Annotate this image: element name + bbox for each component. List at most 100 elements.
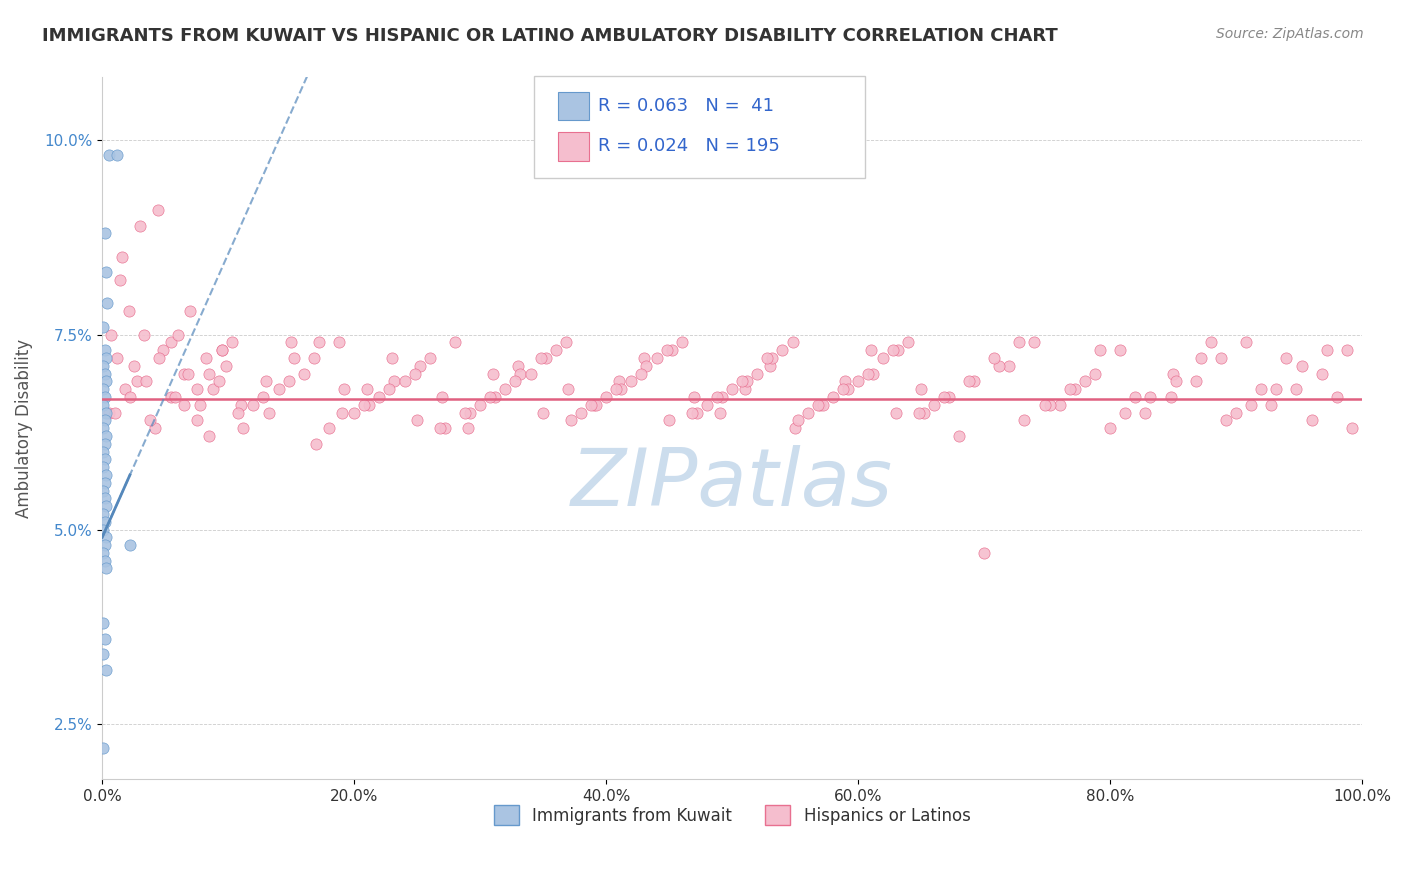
Point [457,421,479,435]
Point [93,554,115,568]
Point [122,359,145,373]
Point [94,351,117,365]
Point [143,421,166,435]
Point [481,367,503,381]
Point [907,406,929,420]
Point [530,351,553,365]
Point [1184,375,1206,389]
Point [148,351,170,365]
Point [519,367,541,381]
Point [1341,421,1364,435]
Point [834,375,856,389]
Point [280,335,302,350]
Point [215,359,238,373]
Text: ZIPatlas: ZIPatlas [571,445,893,524]
Point [772,343,794,358]
Point [706,390,728,404]
Point [1059,382,1081,396]
Point [139,413,162,427]
Point [93,632,115,646]
Point [1099,421,1122,435]
Point [173,367,195,381]
Point [432,390,454,404]
Point [93,319,115,334]
Point [1038,398,1060,412]
Point [93,413,115,427]
Point [1336,343,1358,358]
Point [579,398,602,412]
Point [444,335,467,350]
Point [1260,398,1282,412]
Point [1265,382,1288,396]
Point [1189,351,1212,365]
Point [94,530,117,544]
Point [862,367,884,381]
Point [1275,351,1298,365]
Point [1291,359,1313,373]
Point [359,398,381,412]
Point [1164,375,1187,389]
Point [419,351,441,365]
Point [655,343,678,358]
Point [1310,367,1333,381]
Point [353,398,375,412]
Point [683,390,706,404]
Point [1161,367,1184,381]
Point [186,413,208,427]
Point [554,335,576,350]
Point [242,398,264,412]
Point [1074,375,1097,389]
Point [1199,335,1222,350]
Point [97,148,120,162]
Point [211,343,233,358]
Point [494,382,516,396]
Point [118,538,141,552]
Point [988,359,1011,373]
Point [166,327,188,342]
Point [796,406,818,420]
Point [821,390,844,404]
Point [582,398,605,412]
Point [782,335,804,350]
Point [458,406,481,420]
Point [160,390,183,404]
Point [232,421,254,435]
Point [884,406,907,420]
Text: R = 0.063   N =  41: R = 0.063 N = 41 [598,97,773,115]
Point [165,390,187,404]
Point [686,406,709,420]
Point [1135,406,1157,420]
Point [531,406,554,420]
Point [381,351,404,365]
Point [94,406,117,420]
Point [100,327,122,342]
Point [146,202,169,217]
Point [221,335,243,350]
Point [198,429,221,443]
Point [633,351,655,365]
Y-axis label: Ambulatory Disability: Ambulatory Disability [15,339,32,517]
Point [731,375,754,389]
Point [93,538,115,552]
Point [681,406,703,420]
Point [872,351,894,365]
Point [93,390,115,404]
Point [1234,335,1257,350]
Point [93,515,115,529]
Point [1209,351,1232,365]
Point [93,359,115,373]
Point [292,367,315,381]
Point [468,398,491,412]
Point [94,561,117,575]
Point [1014,413,1036,427]
Point [832,382,855,396]
Point [1301,413,1323,427]
Point [94,467,117,482]
Point [429,421,451,435]
Point [1215,413,1237,427]
Point [735,375,758,389]
Point [343,406,366,420]
Point [226,406,249,420]
Point [93,483,115,498]
Point [93,546,115,560]
